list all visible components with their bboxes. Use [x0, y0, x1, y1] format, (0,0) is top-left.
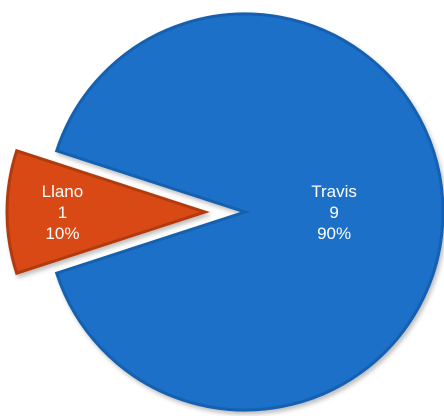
slice-percent-label-travis: 90%: [317, 224, 351, 243]
slice-value-label-travis: 9: [329, 203, 338, 222]
slice-category-label-travis: Travis: [311, 182, 357, 201]
slice-value-label-llano: 1: [58, 203, 67, 222]
pie-slice-llano: [5, 148, 210, 276]
slice-category-label-llano: Llano: [42, 182, 84, 201]
slice-percent-label-llano: 10%: [45, 224, 79, 243]
pie-slice-travis: [54, 12, 444, 412]
